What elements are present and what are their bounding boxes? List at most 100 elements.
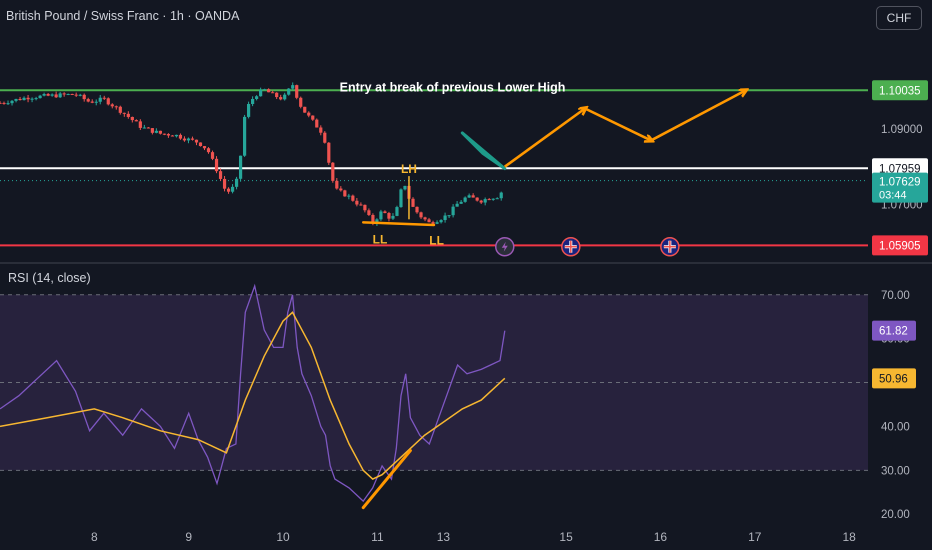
- lower-low-line: [361, 221, 436, 227]
- candle-body: [275, 92, 279, 98]
- candle-body: [226, 188, 231, 192]
- x-tick-label: 13: [437, 530, 451, 544]
- candle-body: [50, 94, 54, 96]
- candle-body: [58, 93, 62, 98]
- candle-body: [0, 102, 2, 104]
- candle-body: [186, 138, 191, 141]
- candle-body: [331, 162, 335, 181]
- candle-body: [14, 98, 18, 101]
- price-tick-label: 1.09000: [881, 124, 923, 136]
- candle-body: [38, 95, 42, 99]
- candle-body: [202, 146, 207, 149]
- candle-body: [383, 211, 387, 214]
- candle-body: [198, 142, 203, 147]
- candle-body: [311, 115, 315, 120]
- rsi-tick-label: 40.00: [881, 421, 910, 433]
- candle-body: [323, 132, 327, 143]
- candle-body: [34, 98, 38, 100]
- candle-body: [230, 186, 235, 192]
- candle-body: [403, 185, 407, 190]
- candle-body: [106, 98, 110, 105]
- rsi-value-label: 61.82: [879, 326, 908, 338]
- candle-body: [339, 188, 343, 191]
- level-badge: [872, 80, 928, 101]
- candle-body: [479, 200, 483, 203]
- currency-button[interactable]: CHF: [876, 6, 922, 30]
- candle-body: [495, 198, 499, 200]
- candle-body: [22, 97, 26, 101]
- candle-body: [102, 97, 106, 99]
- candle-body: [283, 94, 287, 100]
- candle-body: [62, 93, 66, 95]
- candle-body: [255, 96, 259, 99]
- candle-body: [214, 158, 219, 172]
- countdown-label: 03:44: [879, 190, 907, 202]
- candle-body: [299, 97, 303, 107]
- candlesticks: [0, 82, 503, 226]
- candle-body: [347, 195, 351, 197]
- candle-body: [242, 116, 247, 156]
- candle-body: [251, 98, 255, 104]
- candle-body: [98, 97, 102, 102]
- rsi-value-label: 50.96: [879, 373, 908, 385]
- rsi-tick-label: 30.00: [881, 465, 910, 477]
- axes: 1.070001.0900020.0030.0040.0050.0060.007…: [0, 80, 932, 544]
- candle-body: [399, 189, 403, 208]
- candle-body: [287, 88, 291, 95]
- swing-label: LL: [429, 233, 444, 247]
- candle-body: [307, 112, 311, 116]
- candle-body: [363, 204, 367, 211]
- candle-body: [206, 148, 211, 153]
- candle-body: [459, 201, 463, 204]
- price-levels: [0, 89, 868, 247]
- rsi-title: RSI (14, close): [8, 271, 91, 285]
- candle-body: [355, 200, 359, 205]
- candle-body: [367, 210, 371, 215]
- entry-annotation: Entry at break of previous Lower High: [340, 81, 566, 95]
- candle-body: [487, 199, 491, 201]
- candle-body: [455, 203, 459, 207]
- candle-body: [395, 207, 399, 216]
- candle-body: [447, 215, 451, 217]
- candle-body: [142, 127, 146, 129]
- candle-body: [174, 134, 179, 137]
- x-tick-label: 8: [91, 530, 98, 544]
- candle-body: [86, 99, 90, 102]
- candle-body: [194, 139, 199, 143]
- level-label: 1.05905: [879, 240, 921, 252]
- candle-body: [371, 214, 375, 224]
- candle-body: [94, 101, 98, 103]
- candle-body: [218, 171, 223, 179]
- candle-body: [2, 102, 6, 104]
- swing-label: LH: [401, 162, 417, 176]
- candle-body: [303, 106, 307, 113]
- candle-body: [435, 222, 439, 224]
- candle-body: [259, 89, 263, 97]
- chart-title: British Pound / Swiss Franc · 1h · OANDA: [6, 9, 240, 23]
- candle-body: [463, 197, 467, 202]
- candle-body: [375, 219, 379, 224]
- candle-body: [182, 138, 187, 141]
- candle-body: [419, 212, 423, 218]
- x-tick-label: 11: [371, 530, 384, 544]
- candle-body: [295, 85, 299, 98]
- rsi-value-badge: [872, 368, 916, 389]
- last-price-label: 1.07629: [879, 177, 921, 189]
- candle-body: [178, 134, 183, 139]
- candle-body: [110, 104, 114, 107]
- candle-body: [335, 180, 339, 189]
- candle-body: [146, 127, 150, 129]
- rsi-series-rsi: [0, 283, 506, 503]
- candle-body: [499, 192, 503, 199]
- candle-body: [30, 98, 34, 100]
- candle-body: [66, 93, 70, 95]
- candle-body: [122, 112, 126, 114]
- candle-body: [379, 211, 383, 220]
- candle-body: [483, 199, 487, 203]
- entry-arrow: [460, 131, 507, 171]
- candle-body: [18, 98, 22, 101]
- last-price-badge: [872, 172, 928, 203]
- candle-body: [467, 195, 471, 198]
- candle-body: [42, 93, 46, 96]
